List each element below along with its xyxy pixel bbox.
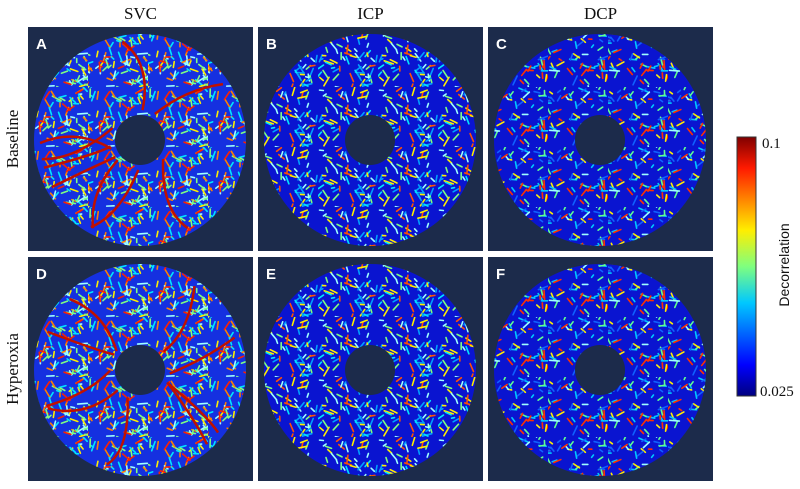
panel-letter: F (496, 266, 505, 283)
foveal-zone (575, 115, 625, 165)
vessel (46, 369, 111, 408)
panel: D (28, 257, 253, 481)
row-label: Baseline (3, 110, 22, 169)
foveal-zone (115, 345, 165, 395)
vessel (90, 169, 140, 229)
foveal-zone (345, 345, 395, 395)
vessel (166, 381, 209, 445)
panel-letter: C (496, 36, 507, 53)
panel: E (258, 257, 483, 481)
vessel (47, 389, 119, 413)
vessel (69, 297, 118, 352)
vessel (106, 397, 129, 466)
panel: B (258, 27, 483, 251)
panel-letter: D (36, 266, 47, 283)
vessel (166, 381, 220, 434)
foveal-zone (575, 345, 625, 395)
foveal-zone (115, 115, 165, 165)
panel: C (488, 27, 713, 251)
column-header: DCP (584, 4, 617, 23)
foveal-zone (345, 115, 395, 165)
vessel (162, 285, 196, 353)
panel-letter: A (36, 36, 47, 53)
vessel (154, 82, 224, 115)
row-label: Hyperoxia (3, 333, 22, 405)
colorbar-min: 0.025 (760, 384, 794, 400)
vessel (51, 155, 116, 189)
panel: F (488, 257, 713, 481)
colorbar (736, 136, 757, 397)
vessel (47, 330, 115, 356)
panel: A (28, 27, 253, 251)
panel-letter: B (266, 36, 277, 53)
colorbar-max: 0.1 (762, 136, 781, 152)
vessel (43, 145, 112, 169)
vessel (121, 40, 146, 111)
column-header: ICP (357, 4, 383, 23)
column-header: SVC (124, 4, 157, 23)
vessel (91, 159, 119, 229)
vessel (41, 127, 114, 161)
panel-letter: E (266, 266, 276, 283)
colorbar-label: Decorrelation (776, 223, 792, 306)
vessel (39, 135, 112, 150)
vessel (169, 336, 236, 375)
vessel (161, 159, 189, 229)
